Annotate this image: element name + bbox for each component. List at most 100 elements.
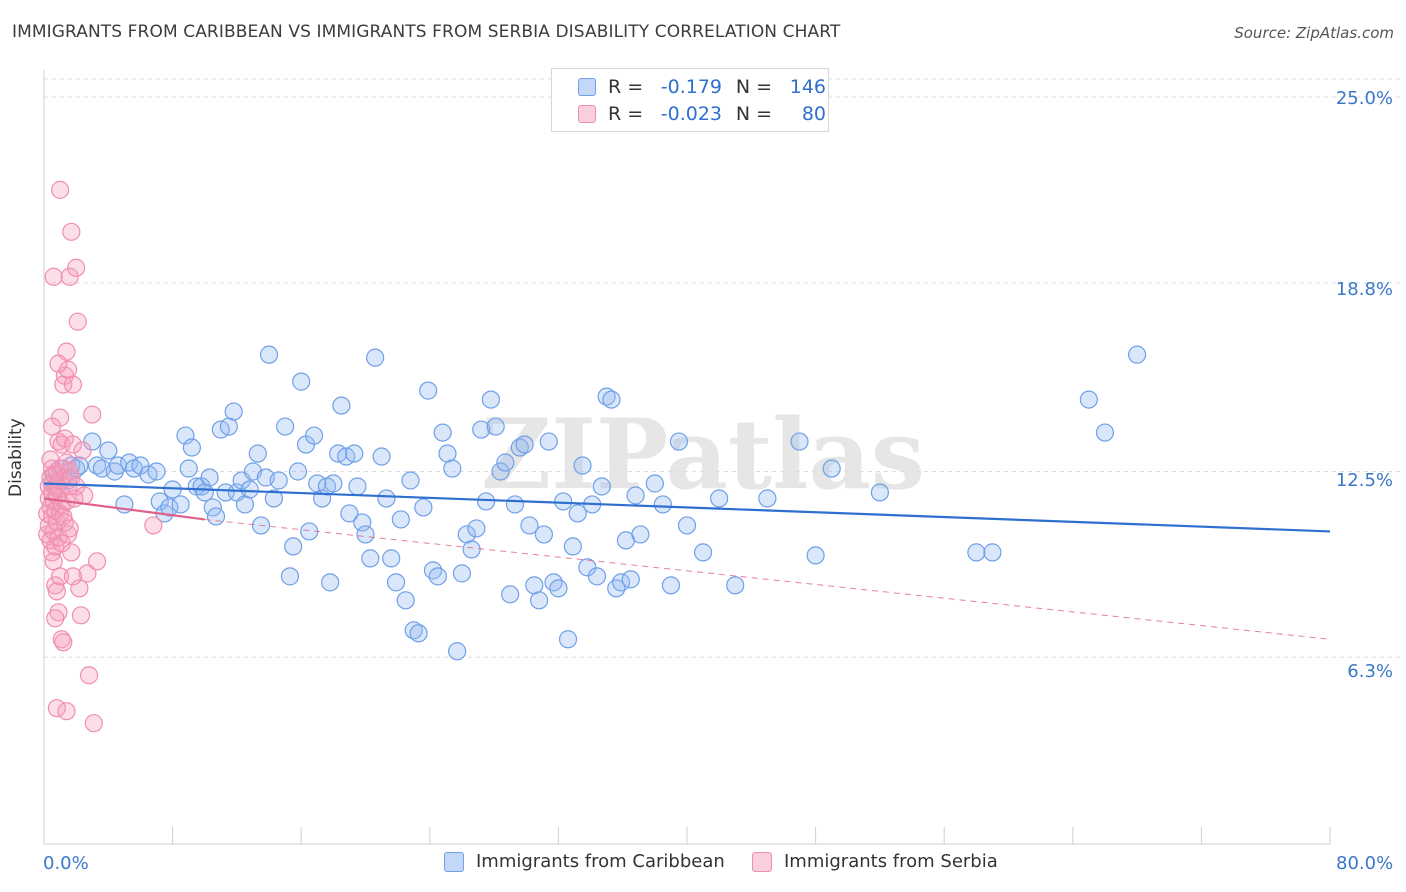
serbia-trend-line — [43, 497, 205, 521]
caribbean-point — [621, 570, 640, 589]
serbia-point — [49, 354, 68, 373]
caribbean-point — [428, 567, 447, 586]
caribbean-point — [404, 621, 423, 640]
serbia-point — [83, 405, 102, 424]
caribbean-point — [264, 489, 283, 508]
serbia-point — [71, 606, 91, 625]
serbia-point — [63, 567, 83, 586]
serbia-point — [47, 582, 66, 601]
serbia-point — [79, 666, 99, 685]
n-value: 146 — [789, 76, 826, 98]
caribbean-point — [240, 480, 259, 499]
y-tick-label: 6.3% — [1347, 661, 1393, 682]
caribbean-point — [99, 441, 118, 460]
caribbean-point — [693, 543, 713, 562]
serbia-point — [68, 312, 87, 331]
caribbean-point — [653, 495, 672, 514]
n-value: 80 — [801, 103, 826, 125]
caribbean-point — [280, 567, 300, 586]
caribbean-point — [219, 417, 238, 436]
caribbean-point — [496, 453, 515, 472]
r-label: R = — [608, 76, 644, 98]
caribbean-point — [443, 459, 462, 478]
caribbean-point — [448, 642, 467, 661]
serbia-point — [60, 462, 79, 481]
serbia-swatch — [578, 105, 596, 123]
y-tick-label: 12.5% — [1335, 470, 1393, 491]
caribbean-point — [549, 579, 568, 598]
caribbean-point — [661, 576, 681, 595]
x-tick-label-min: 0.0% — [43, 853, 89, 874]
caribbean-point — [587, 567, 607, 586]
caribbean-point — [602, 390, 621, 409]
caribbean-point — [276, 417, 295, 436]
caribbean-point — [534, 525, 554, 544]
caribbean-point — [423, 561, 443, 580]
caribbean-point — [259, 345, 279, 364]
caribbean-point — [491, 462, 510, 481]
serbia-point — [46, 609, 65, 628]
caribbean-point — [147, 462, 166, 481]
caribbean-point — [967, 543, 986, 562]
caribbean-point — [486, 417, 505, 436]
serbia-point — [73, 441, 92, 460]
caribbean-point — [505, 495, 525, 514]
caribbean-point — [353, 513, 372, 532]
serbia-point — [75, 486, 94, 505]
caribbean-point — [573, 456, 592, 475]
caribbean-point — [348, 477, 367, 496]
caribbean-point — [1079, 390, 1098, 409]
r-value: -0.023 — [660, 103, 722, 125]
caribbean-point — [414, 498, 433, 517]
caribbean-point — [200, 468, 219, 487]
caribbean-point — [345, 444, 364, 463]
caribbean-point — [171, 495, 190, 514]
series-legend: Immigrants from Caribbean Immigrants fro… — [0, 851, 1406, 877]
caribbean-point — [324, 474, 343, 493]
caribbean-point — [386, 573, 406, 592]
legend-label: Immigrants from Serbia — [784, 851, 998, 872]
serbia-point — [78, 564, 97, 583]
caribbean-point — [120, 453, 139, 472]
caribbean-point — [372, 447, 391, 466]
caribbean-point — [235, 495, 255, 514]
caribbean-point — [396, 591, 415, 610]
caribbean-point — [382, 549, 401, 568]
caribbean-point — [160, 498, 179, 517]
caribbean-point — [539, 432, 558, 451]
watermark: ZIPatlas — [481, 398, 925, 511]
serbia-point — [41, 450, 60, 469]
serbia-point — [50, 567, 70, 586]
caribbean-point — [525, 576, 544, 595]
caribbean-point — [515, 435, 534, 454]
caribbean-point — [1127, 345, 1147, 364]
serbia-trend-extension — [204, 518, 1331, 640]
caribbean-point — [758, 489, 777, 508]
caribbean-point — [554, 492, 573, 511]
serbia-point — [55, 513, 74, 532]
caribbean-point — [292, 372, 311, 391]
caribbean-point — [1095, 423, 1115, 442]
caribbean-point — [645, 474, 664, 493]
caribbean-point — [631, 525, 650, 544]
y-tick-label: 25.0% — [1335, 88, 1393, 109]
caribbean-point — [710, 489, 729, 508]
caribbean-point — [288, 462, 308, 481]
caribbean-point — [284, 537, 303, 556]
serbia-point — [42, 417, 62, 436]
caribbean-point — [677, 516, 697, 535]
caribbean-point — [340, 504, 359, 523]
caribbean-point — [822, 459, 841, 478]
serbia-point — [62, 222, 81, 241]
serbia-point — [59, 525, 78, 544]
caribbean-point — [472, 420, 491, 439]
legend-row-caribbean: R = -0.179 N = 146 — [552, 74, 826, 100]
legend-label: Immigrants from Caribbean — [476, 851, 725, 872]
caribbean-point — [224, 402, 243, 421]
legend-row-serbia: R = -0.023 N = 80 — [552, 101, 826, 127]
caribbean-point — [510, 438, 529, 457]
caribbean-point — [530, 591, 549, 610]
x-tick-label-max: 80.0% — [1336, 853, 1394, 874]
legend-item-serbia: Immigrants from Serbia — [752, 851, 998, 872]
